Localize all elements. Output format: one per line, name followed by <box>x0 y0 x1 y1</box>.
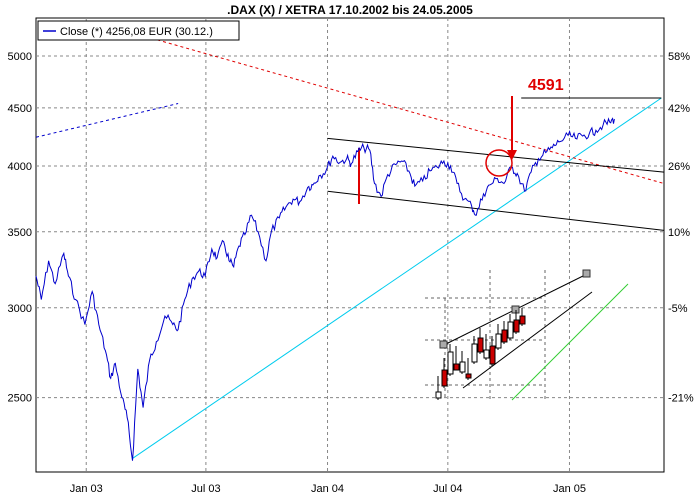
inset-candle <box>519 315 526 325</box>
x-tick-label: Jan 03 <box>70 483 103 495</box>
inset-candle <box>453 363 460 371</box>
inset-candle <box>507 321 514 339</box>
inset-pattern <box>425 269 629 401</box>
x-tick-label: Jan 05 <box>553 483 586 495</box>
legend-label: Close (*) 4256,08 EUR (30.12.) <box>60 26 213 38</box>
inset-candle <box>477 337 484 353</box>
trend-lines <box>35 36 665 459</box>
y-tick-label-right: 10% <box>668 227 690 239</box>
x-tick-label: Jul 03 <box>191 483 220 495</box>
channel-bottom-line <box>327 190 665 231</box>
y-tick-label-left: 3000 <box>8 303 32 315</box>
x-tick-label: Jan 04 <box>311 483 344 495</box>
projection-line <box>35 103 179 138</box>
y-tick-label-left: 5000 <box>8 51 32 63</box>
y-tick-label-right: -5% <box>668 303 688 315</box>
inset-candle <box>513 319 520 333</box>
y-tick-label-right: -21% <box>668 393 694 405</box>
y-tick-label-left: 4500 <box>8 103 32 115</box>
y-tick-label-left: 3500 <box>8 227 32 239</box>
y-tick-label-left: 4000 <box>8 161 32 173</box>
inset-candle <box>489 345 496 365</box>
y-tick-label-right: 42% <box>668 103 690 115</box>
y-tick-label-right: 26% <box>668 161 690 173</box>
inset-candle <box>465 373 472 379</box>
target-label: 4591 <box>528 77 564 94</box>
chart-title: .DAX (X) / XETRA 17.10.2002 bis 24.05.20… <box>227 3 473 17</box>
inset-candle <box>459 361 466 373</box>
axis-ticks: Jan 03 Jul 03 Jan 04 Jul 04 Jan 05 5000 58% 450… <box>8 51 694 495</box>
close-price-line <box>35 117 615 461</box>
channel-top-line <box>327 137 665 173</box>
y-tick-label-left: 2500 <box>8 393 32 405</box>
target-annotation: 4591 <box>485 77 564 177</box>
inset-candle <box>495 333 502 349</box>
inset-candle <box>483 349 490 359</box>
inset-candle <box>435 391 442 399</box>
inset-candle <box>471 343 478 363</box>
inset-candle <box>501 329 508 343</box>
legend: Close (*) 4256,08 EUR (30.12.) <box>37 20 240 41</box>
price-series <box>35 117 615 461</box>
plot-area <box>35 17 665 473</box>
y-tick-label-right: 58% <box>668 51 690 63</box>
inset-candle <box>447 351 454 375</box>
x-tick-label: Jul 04 <box>433 483 462 495</box>
inset-candle <box>441 369 448 387</box>
